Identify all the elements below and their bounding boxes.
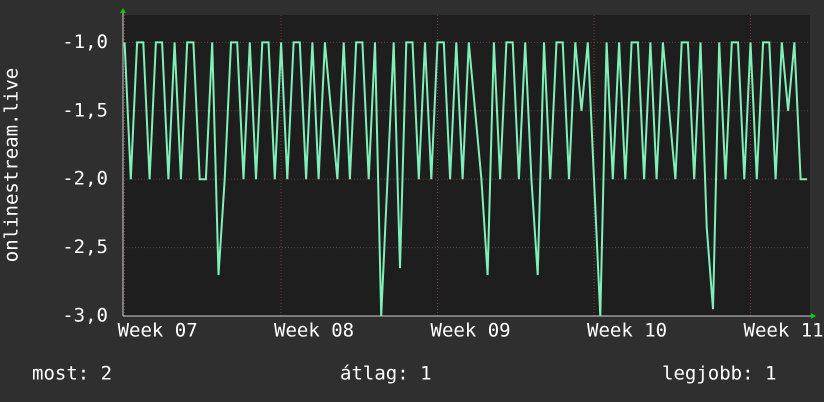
y-tick-label: -1,5 [62, 99, 108, 121]
x-tick-label: Week 07 [118, 320, 198, 342]
y-axis-label: onlinestream.live [1, 68, 23, 262]
x-tick-label: Week 10 [587, 320, 667, 342]
stat-average: átlag: 1 [340, 363, 432, 385]
y-tick-label: -3,0 [62, 305, 108, 327]
axis-arrow [120, 8, 126, 13]
x-tick-label: Week 11 [744, 320, 824, 342]
data-line [123, 41, 807, 317]
y-tick-label: -2,0 [62, 168, 108, 190]
y-tick-label: -2,5 [62, 236, 108, 258]
x-tick-label: Week 08 [274, 320, 354, 342]
stat-current: most: 2 [32, 363, 112, 385]
stat-best: legjobb: 1 [662, 363, 776, 385]
y-tick-label: -1,0 [62, 31, 108, 53]
axis-arrow [811, 313, 816, 319]
x-tick-label: Week 09 [431, 320, 511, 342]
